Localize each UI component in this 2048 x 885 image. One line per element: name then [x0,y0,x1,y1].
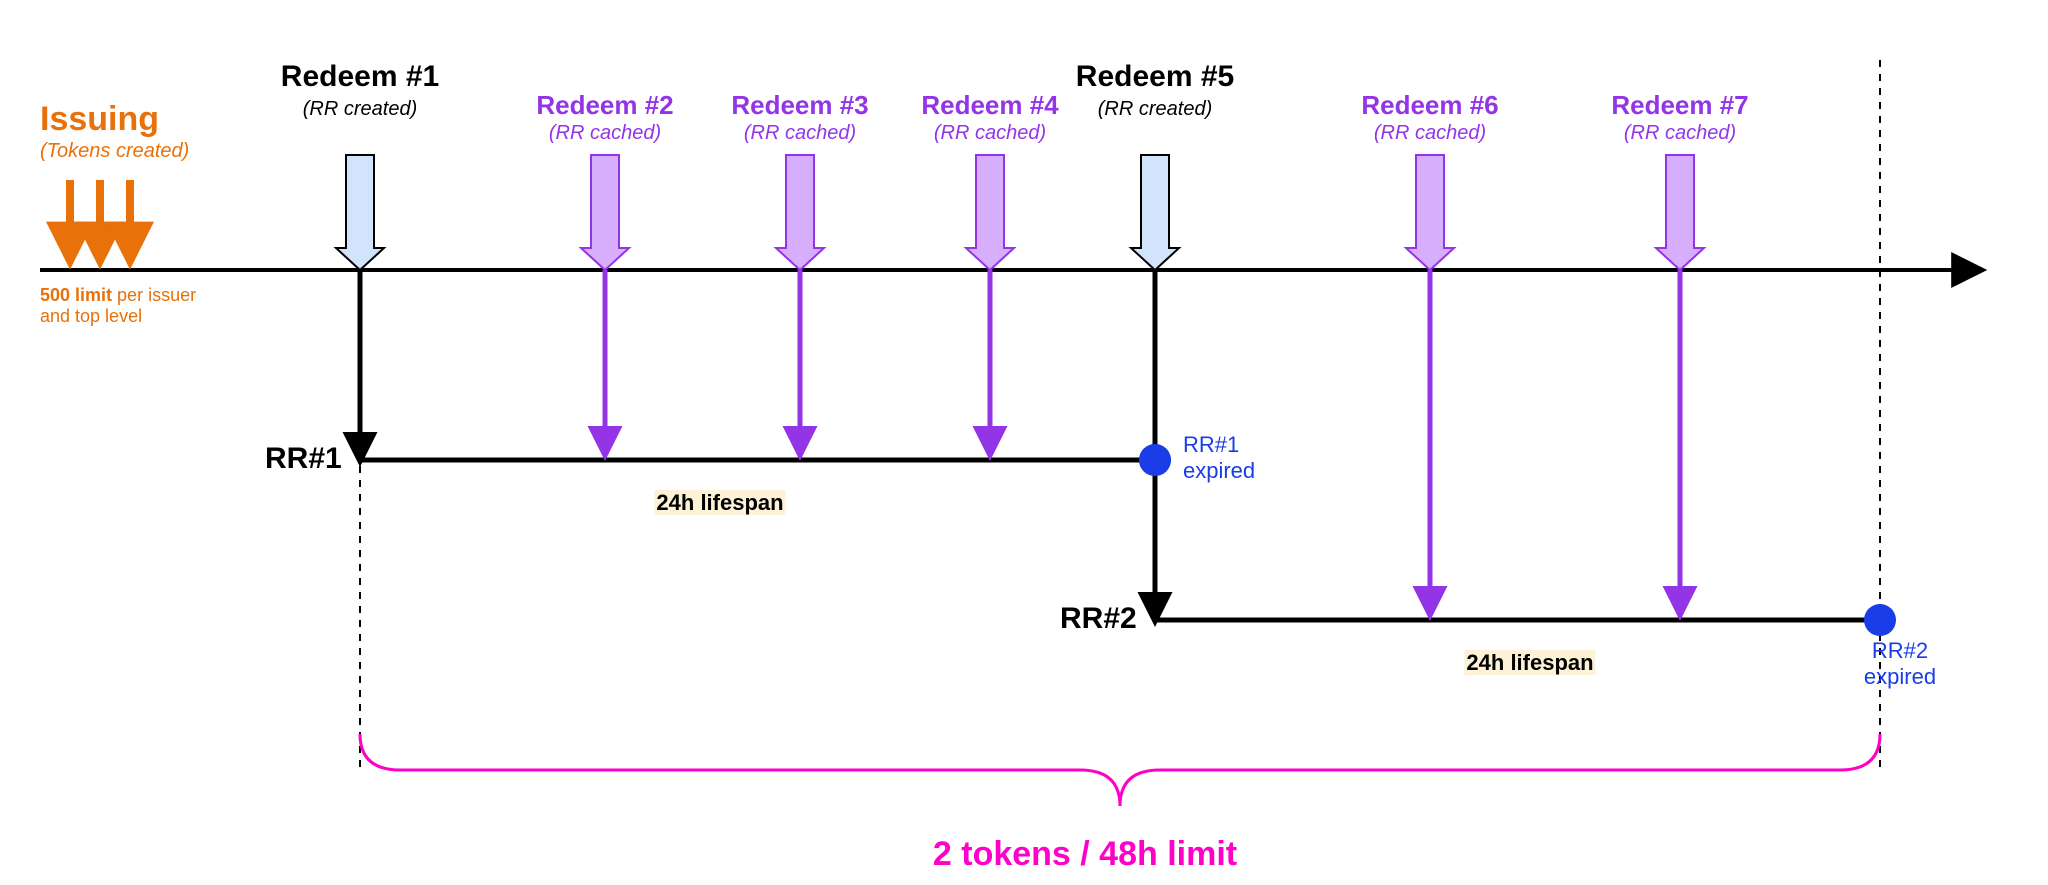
event-title: Redeem #4 [921,90,1058,121]
event-subtitle: (RR cached) [934,122,1046,145]
event-title: Redeem #1 [281,60,439,94]
event-subtitle: (RR cached) [744,122,856,145]
issuing-title: Issuing [40,100,159,139]
rr2-label: RR#2 [1060,602,1137,636]
issuing-subtitle: (Tokens created) [40,140,189,163]
rr1-expired-label: RR#1expired [1183,432,1255,484]
event-title: Redeem #5 [1076,60,1234,94]
diagram-stage: Issuing(Tokens created) 500 limit per iss… [0,0,2048,885]
rr1-lifespan: 24h lifespan [654,490,785,516]
event-subtitle: (RR cached) [549,122,661,145]
brace-label: 2 tokens / 48h limit [933,835,1237,874]
rr2-expired-label: RR#2expired [1864,638,1936,690]
event-title: Redeem #2 [536,90,673,121]
event-subtitle: (RR cached) [1624,122,1736,145]
rr1-label: RR#1 [265,442,342,476]
event-title: Redeem #3 [731,90,868,121]
event-title: Redeem #6 [1361,90,1498,121]
event-subtitle: (RR created) [303,98,417,121]
event-subtitle: (RR created) [1098,98,1212,121]
rr2-lifespan: 24h lifespan [1464,650,1595,676]
event-subtitle: (RR cached) [1374,122,1486,145]
issuing-limit-note: 500 limit per issuer and top level [40,285,220,327]
event-title: Redeem #7 [1611,90,1748,121]
